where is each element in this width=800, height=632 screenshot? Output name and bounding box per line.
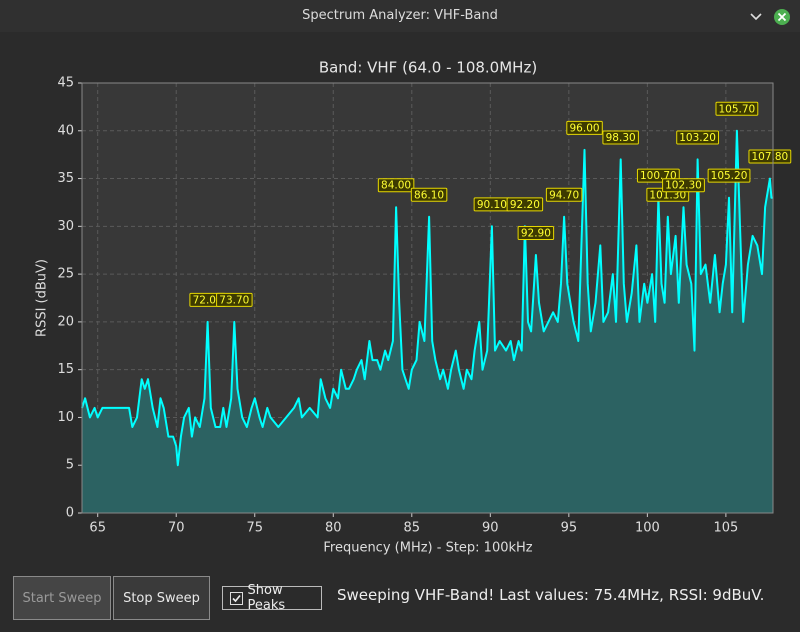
y-tick-label: 20 <box>57 314 74 329</box>
peak-label: 92.20 <box>510 199 540 211</box>
x-tick-label: 80 <box>325 521 342 536</box>
checkbox-box <box>230 591 243 605</box>
peak-label: 92.90 <box>521 228 551 240</box>
peak-label: 96.00 <box>570 122 600 134</box>
x-tick-label: 100 <box>635 521 660 536</box>
peak-label: 73.70 <box>219 294 249 306</box>
y-tick-label: 5 <box>66 458 74 473</box>
peak-label: 94.70 <box>549 189 579 201</box>
peak-label: 105.20 <box>711 170 748 182</box>
peak-label-box <box>216 292 253 307</box>
peak-label: 72.00 <box>193 294 223 306</box>
peak-label-box <box>545 187 583 202</box>
y-tick-label: 40 <box>57 123 74 138</box>
peak-label: 84.00 <box>381 180 411 192</box>
window-title: Spectrum Analyzer: VHF-Band <box>302 8 498 23</box>
peak-label: 107.80 <box>751 151 788 163</box>
checkbox-label: Show Peaks <box>247 583 286 613</box>
x-tick-label: 85 <box>404 521 421 536</box>
x-tick-label: 70 <box>168 521 185 536</box>
stop-sweep-button[interactable]: Stop Sweep <box>113 576 210 620</box>
y-tick-label: 25 <box>57 267 74 282</box>
peak-label-box <box>377 178 415 193</box>
peak-label: 90.10 <box>477 199 507 211</box>
check-mark <box>232 594 241 602</box>
peak-label: 103.20 <box>679 132 716 144</box>
chart: Band: VHF (64.0 - 108.0MHz) Frequency (M… <box>35 59 792 556</box>
peak-label-box <box>517 226 555 240</box>
spectrum-line <box>81 129 773 467</box>
y-tick-label: 45 <box>57 76 74 91</box>
x-axis-label: Frequency (MHz) - Step: 100kHz <box>323 541 532 556</box>
peak-label-box <box>676 130 720 145</box>
window-buttons <box>750 9 790 25</box>
spectrum-area <box>82 130 773 514</box>
close-icon <box>777 12 787 22</box>
peak-label: 101.30 <box>649 189 686 201</box>
y-axis-label: RSSI (dBuV) <box>35 259 50 337</box>
x-tick-label: 75 <box>246 521 263 536</box>
x-tick-label: 65 <box>89 521 106 536</box>
status-text: Sweeping VHF-Band! Last values: 75.4MHz,… <box>337 586 765 604</box>
peak-label-box <box>410 187 448 202</box>
peak-label-box <box>566 120 603 135</box>
peak-label: 98.30 <box>606 132 636 144</box>
peak-label-box <box>707 168 751 183</box>
x-tick-label: 95 <box>561 521 578 536</box>
plot-frame <box>81 82 774 514</box>
start-sweep-button[interactable]: Start Sweep <box>13 576 111 620</box>
peak-label-box <box>748 149 792 164</box>
peak-label-box <box>662 178 705 193</box>
y-tick-label: 30 <box>57 219 74 234</box>
peak-label-box <box>602 130 639 145</box>
y-tick-label: 15 <box>57 362 74 377</box>
x-tick-label: 105 <box>713 521 738 536</box>
peak-label-box <box>715 101 759 116</box>
peak-label: 105.70 <box>719 103 756 115</box>
minimize-button[interactable] <box>750 13 762 21</box>
show-peaks-checkbox[interactable]: Show Peaks <box>222 583 322 613</box>
peak-label-box <box>506 197 544 212</box>
y-tick-label: 35 <box>57 171 74 186</box>
x-tick-label: 90 <box>482 521 499 536</box>
title-bar: Spectrum Analyzer: VHF-Band <box>0 0 800 32</box>
y-tick-label: 0 <box>66 506 74 521</box>
peak-label: 86.10 <box>414 189 444 201</box>
peak-label: 102.30 <box>665 180 702 192</box>
chart-title: Band: VHF (64.0 - 108.0MHz) <box>319 59 537 77</box>
y-tick-label: 10 <box>57 410 74 425</box>
